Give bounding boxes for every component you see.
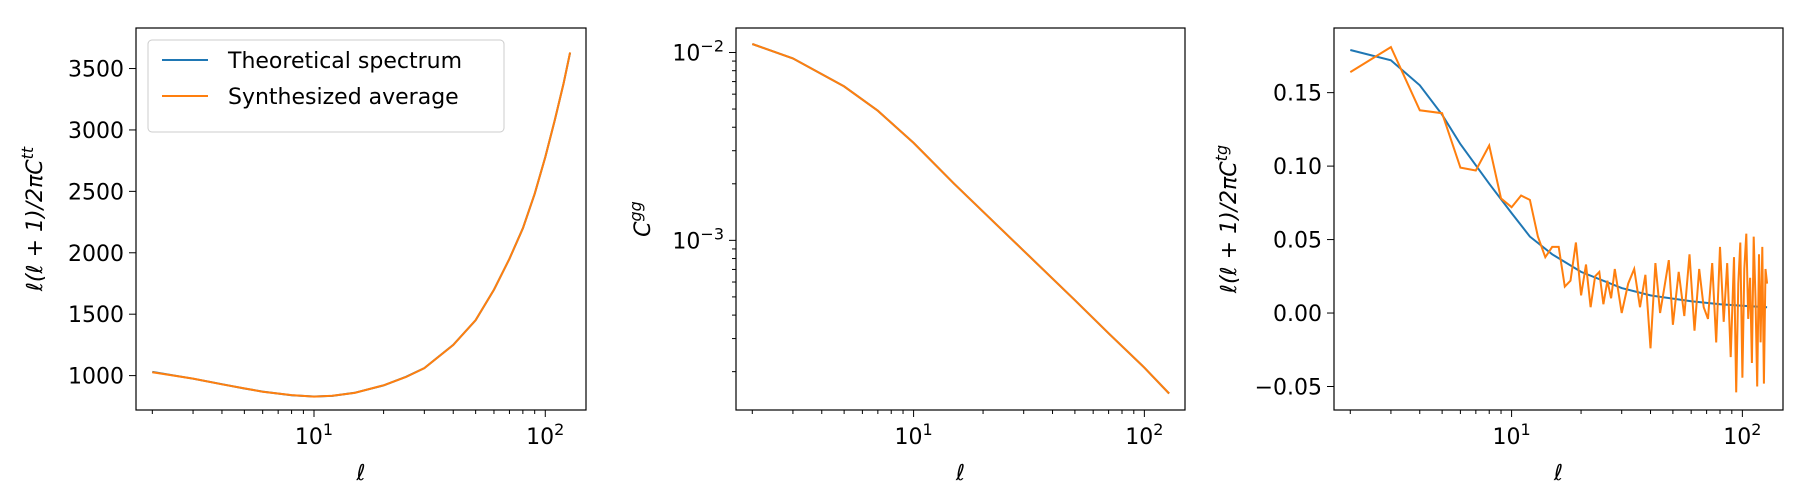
y-tick-label: 0.10 [1273,155,1322,180]
axes-frame [135,27,587,411]
y-tick-label: 1500 [68,303,124,328]
axes-frame [1333,27,1784,411]
y-axis-label: Cgg [626,201,656,237]
x-tick-label: 101 [894,420,932,450]
series-line-theory [1350,49,1768,309]
panel-3: 101 102 ℓ −0.05 0.00 0.05 0.10 0.15 ℓ(ℓ + 1)/2πC… [1212,27,1784,486]
x-tick-label: 102 [1125,420,1163,450]
y-tick-label: 0.05 [1273,229,1322,254]
x-tick-label: 102 [1723,420,1761,450]
legend-label: Synthesized average [228,85,459,110]
y-tick-label: −0.05 [1255,375,1322,400]
panel-1: 101 102 ℓ 1000 1500 2000 2500 3000 3500 ℓ(ℓ + 1)/… [18,27,587,486]
y-tick-label: 2000 [68,242,124,267]
y-tick-label: 0.00 [1273,302,1322,327]
y-tick-label: 1000 [68,365,124,390]
y-tick-label: 3000 [68,119,124,144]
x-axis-label: ℓ [955,461,965,486]
y-tick-label: 10−2 [672,36,724,66]
x-tick-label: 102 [526,420,564,450]
series-line-synth [751,43,1170,395]
y-tick-label: 3500 [68,58,124,83]
series-line-synth [152,52,572,398]
legend: Theoretical spectrum Synthesized average [147,39,505,133]
y-axis-label: ℓ(ℓ + 1)/2πCtg [1212,145,1242,294]
x-tick-label: 101 [295,420,333,450]
panel-2: 101 102 ℓ 10−2 10−3 Cgg [626,27,1186,486]
y-tick-label: 0.15 [1273,82,1322,107]
x-axis-label: ℓ [1553,461,1563,486]
x-tick-label: 101 [1492,420,1530,450]
series-line-theory [751,43,1170,395]
y-tick-label: 10−3 [672,224,724,254]
series-line-synth [1349,45,1769,393]
legend-label: Theoretical spectrum [227,49,462,74]
x-axis-label: ℓ [355,461,365,486]
legend-box [147,39,505,133]
y-tick-label: 2500 [68,180,124,205]
y-axis-label: ℓ(ℓ + 1)/2πCtt [18,146,48,292]
axes-frame [735,27,1186,411]
